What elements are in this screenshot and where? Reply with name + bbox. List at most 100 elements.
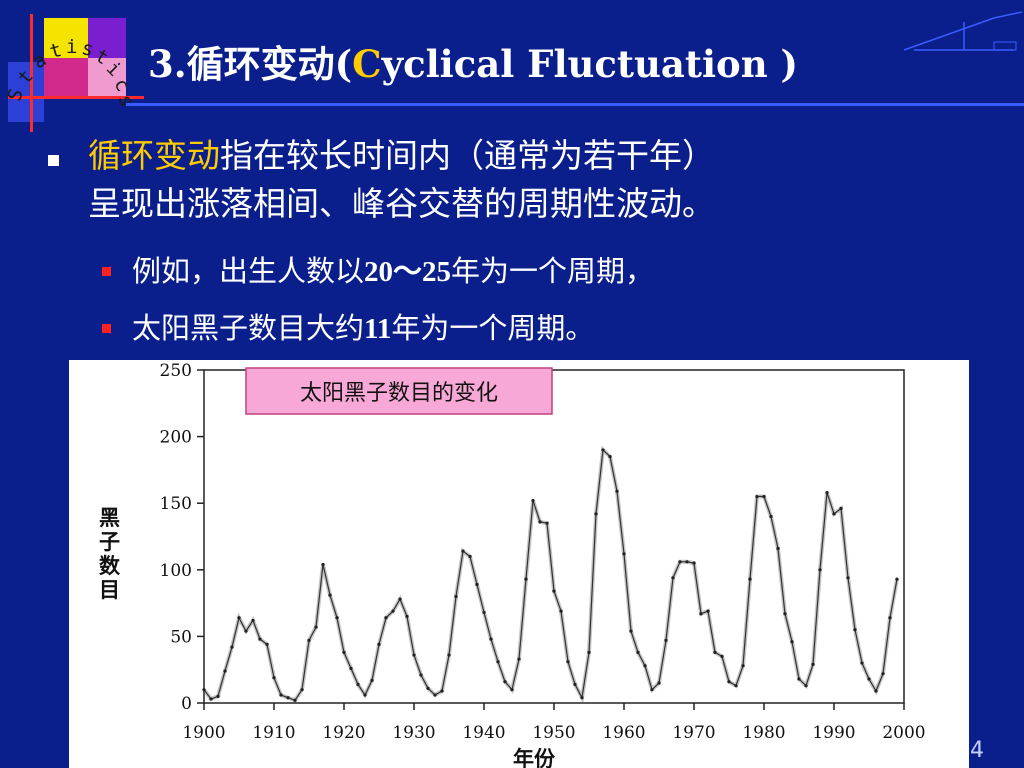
- data-point: [391, 609, 395, 613]
- data-point: [272, 676, 276, 680]
- data-point: [699, 612, 703, 616]
- data-point: [853, 628, 857, 632]
- data-point: [307, 638, 311, 642]
- x-tick-label: 1900: [182, 723, 225, 743]
- title-prefix: 3.循环变动(: [148, 42, 353, 86]
- data-point: [405, 614, 409, 619]
- y-tick-label: 150: [160, 494, 192, 514]
- data-point: [608, 454, 612, 459]
- sub2-a: 太阳黑子数目大约: [132, 311, 365, 345]
- title-underline: [126, 103, 1024, 106]
- sub-bullet-icon: [102, 324, 111, 333]
- logo-letter: a: [29, 48, 51, 74]
- data-point: [314, 625, 318, 629]
- data-point: [797, 677, 801, 681]
- data-point: [230, 645, 234, 649]
- data-point: [825, 490, 829, 495]
- data-point: [335, 616, 339, 620]
- data-point: [776, 546, 780, 551]
- data-point: [650, 688, 654, 692]
- x-tick-label: 1920: [322, 723, 365, 743]
- y-tick-label: 100: [160, 561, 192, 581]
- sub2-c: 年为一个周期。: [391, 311, 595, 345]
- data-point: [783, 612, 787, 616]
- logo-square-purple: [88, 18, 126, 58]
- data-point: [692, 561, 696, 565]
- x-tick-label: 1980: [742, 723, 785, 743]
- data-point: [328, 593, 332, 597]
- title-rest: yclical Fluctuation ): [381, 42, 799, 86]
- main-bullet-text: 循环变动指在较长时间内（通常为若干年） 呈现出涨落相间、峰谷交替的周期性波动。: [88, 132, 988, 228]
- logo-square-magenta: [44, 58, 88, 98]
- x-tick-label: 1990: [812, 723, 855, 743]
- data-point: [286, 696, 290, 700]
- data-point: [216, 694, 220, 698]
- y-axis-label: 黑子数目: [99, 506, 121, 602]
- data-point: [300, 688, 304, 692]
- data-point: [377, 642, 381, 646]
- logo-vertical-rule: [30, 14, 33, 132]
- data-point: [573, 682, 577, 686]
- data-point: [566, 660, 570, 664]
- main-highlight: 循环变动: [88, 136, 220, 175]
- page-number: 4: [970, 738, 984, 763]
- data-point: [594, 512, 598, 516]
- data-point: [258, 637, 262, 641]
- data-point: [769, 514, 773, 519]
- sub1-b: 20～25: [364, 256, 452, 288]
- data-point: [748, 577, 752, 581]
- data-point: [636, 650, 640, 654]
- x-tick-label: 2000: [882, 723, 925, 743]
- corner-decoration-icon: [903, 11, 1023, 51]
- x-tick-label: 1940: [462, 723, 505, 743]
- data-point: [412, 653, 416, 657]
- data-point: [384, 616, 388, 620]
- data-point: [867, 677, 871, 681]
- data-point: [265, 642, 269, 646]
- data-point: [727, 680, 731, 684]
- sunspot-chart: 0 50 100 150 200 250 1900 1910 1920 1930 1940 1950 1…: [69, 360, 969, 768]
- x-tick-label: 1930: [392, 723, 435, 743]
- x-tick-label: 1950: [532, 723, 575, 743]
- data-point: [846, 576, 850, 580]
- data-point: [657, 681, 661, 685]
- series-line: [203, 448, 898, 702]
- data-point: [615, 489, 619, 493]
- data-point: [489, 637, 493, 641]
- y-tick-label: 50: [170, 627, 192, 647]
- x-tick-label: 1910: [252, 723, 295, 743]
- logo-letter: s: [113, 92, 138, 110]
- data-point: [342, 650, 346, 654]
- data-point: [433, 693, 437, 697]
- sub-bullet-2: 太阳黑子数目大约11年为一个周期。: [132, 305, 594, 347]
- y-tick-label: 200: [160, 428, 192, 448]
- logo-square-blue: [8, 62, 44, 122]
- data-point: [251, 618, 255, 623]
- data-point: [671, 576, 675, 580]
- data-point: [664, 638, 668, 642]
- data-point: [832, 512, 836, 516]
- logo-letter: S: [3, 85, 29, 105]
- data-point: [209, 697, 213, 701]
- y-axis-label-char: 数: [99, 554, 121, 578]
- data-point: [524, 577, 528, 581]
- data-point: [643, 664, 647, 668]
- sub1-a: 例如，出生人数以: [132, 254, 365, 288]
- data-point: [202, 688, 206, 692]
- y-axis-label-char: 目: [99, 578, 120, 602]
- sub2-b: 11: [364, 313, 392, 345]
- data-point: [874, 689, 878, 693]
- data-point: [279, 693, 283, 697]
- data-point: [720, 654, 724, 658]
- data-point: [678, 560, 682, 564]
- data-point: [482, 610, 486, 615]
- data-point: [363, 693, 367, 697]
- sub1-c: 年为一个周期，: [451, 254, 655, 288]
- x-tick-label: 1960: [602, 723, 645, 743]
- series-band: [202, 445, 899, 704]
- chart-title-box: [245, 367, 553, 415]
- data-point: [552, 589, 556, 593]
- logo-letter: t: [47, 38, 65, 64]
- bullet-square-icon: [48, 155, 59, 166]
